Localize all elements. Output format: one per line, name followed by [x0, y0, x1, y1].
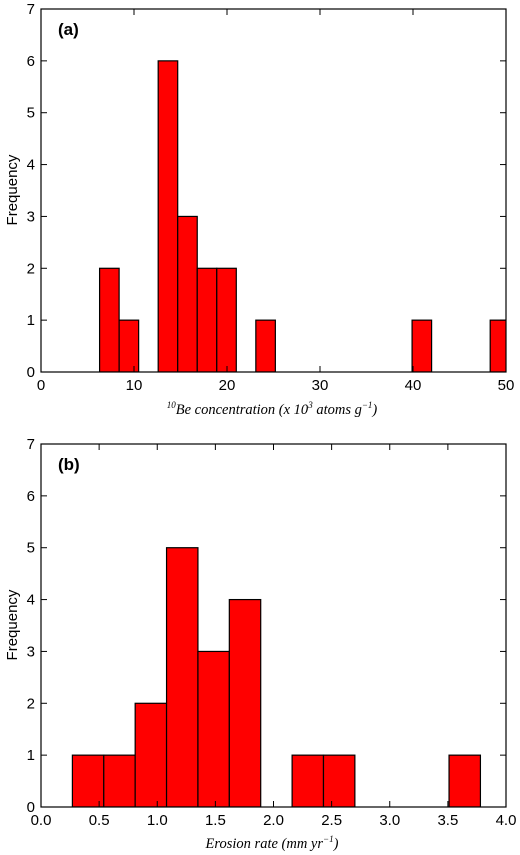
histogram-bar: [255, 319, 276, 372]
axis-ticks-a: 0 10 20 30 40 50 0 1 2 3 4 5 6 7: [27, 1, 515, 394]
y-tick-label: 5: [27, 105, 35, 122]
x-tick-label: 10: [126, 377, 143, 394]
plot-frame-a: [40, 8, 507, 373]
y-tick-label: 5: [27, 540, 35, 557]
histogram-bar: [228, 598, 262, 807]
x-axis-label-a: 10Be concentration (x 103 atoms g−1): [167, 400, 378, 418]
x-axis-label-b-text: Erosion rate (mm yr: [205, 836, 324, 852]
x-axis-label-a-sup: 10: [167, 400, 177, 410]
x-tick-label: 1.0: [147, 812, 168, 829]
x-tick-label: 50: [498, 377, 515, 394]
x-tick-label: 20: [219, 377, 236, 394]
histogram-bar: [118, 319, 140, 372]
histogram-bar: [71, 754, 105, 807]
histogram-bar: [196, 267, 218, 372]
histogram-bar: [216, 267, 237, 372]
y-tick-label: 7: [27, 1, 35, 18]
x-tick-label: 0.5: [89, 812, 110, 829]
histogram-bar: [134, 702, 168, 807]
x-tick-label: 2.0: [263, 812, 284, 829]
y-tick-label: 1: [27, 312, 35, 329]
histogram-bar: [322, 754, 356, 807]
histogram-a-bars: [98, 60, 506, 372]
x-tick-label: 40: [405, 377, 422, 394]
x-axis-label-a-text3: ): [371, 402, 377, 418]
x-tick-label: 4.0: [496, 812, 517, 829]
x-tick-label: 2.5: [321, 812, 342, 829]
histogram-bar: [489, 319, 506, 372]
panel-label-b: (b): [58, 455, 80, 474]
y-tick-label: 3: [27, 643, 35, 660]
x-axis-label-b: Erosion rate (mm yr−1): [205, 834, 339, 852]
panel-label-a: (a): [58, 20, 79, 39]
histogram-bar: [98, 267, 120, 372]
y-axis-label-a: Frequency: [4, 154, 21, 225]
x-axis-label-a-text2: atoms g: [313, 402, 362, 418]
x-tick-label: 3.0: [379, 812, 400, 829]
histogram-bar: [411, 319, 433, 372]
histogram-bar: [177, 215, 198, 372]
x-axis-label-a-exp2: −1: [362, 400, 373, 410]
y-tick-label: 0: [27, 364, 35, 381]
y-tick-label: 2: [27, 695, 35, 712]
y-tick-label: 0: [27, 799, 35, 816]
x-tick-label: 0: [37, 377, 45, 394]
y-axis-label-b: Frequency: [4, 589, 21, 660]
histogram-bar: [291, 754, 325, 807]
histogram-bar: [448, 754, 482, 807]
histogram-b-bars: [71, 547, 482, 807]
y-tick-label: 1: [27, 747, 35, 764]
x-tick-label: 1.5: [205, 812, 226, 829]
y-tick-label: 6: [27, 53, 35, 70]
y-tick-label: 3: [27, 208, 35, 225]
x-tick-label: 30: [312, 377, 329, 394]
y-tick-label: 7: [27, 436, 35, 453]
x-tick-label: 0.0: [31, 812, 52, 829]
x-axis-label-b-text2: ): [333, 836, 339, 852]
x-axis-label-b-exp: −1: [323, 834, 334, 844]
histogram-bar: [165, 547, 199, 807]
y-tick-label: 4: [27, 157, 35, 174]
histogram-bar: [197, 650, 230, 807]
x-tick-label: 3.5: [437, 812, 458, 829]
y-tick-label: 4: [27, 592, 35, 609]
y-tick-label: 6: [27, 488, 35, 505]
histogram-bar: [157, 60, 179, 372]
y-tick-label: 2: [27, 260, 35, 277]
plot-frame-b: [40, 443, 507, 808]
x-axis-label-a-text: Be concentration (x 10: [176, 402, 309, 418]
histogram-bar: [103, 754, 136, 807]
x-axis-label-a-exp: 3: [307, 400, 313, 410]
